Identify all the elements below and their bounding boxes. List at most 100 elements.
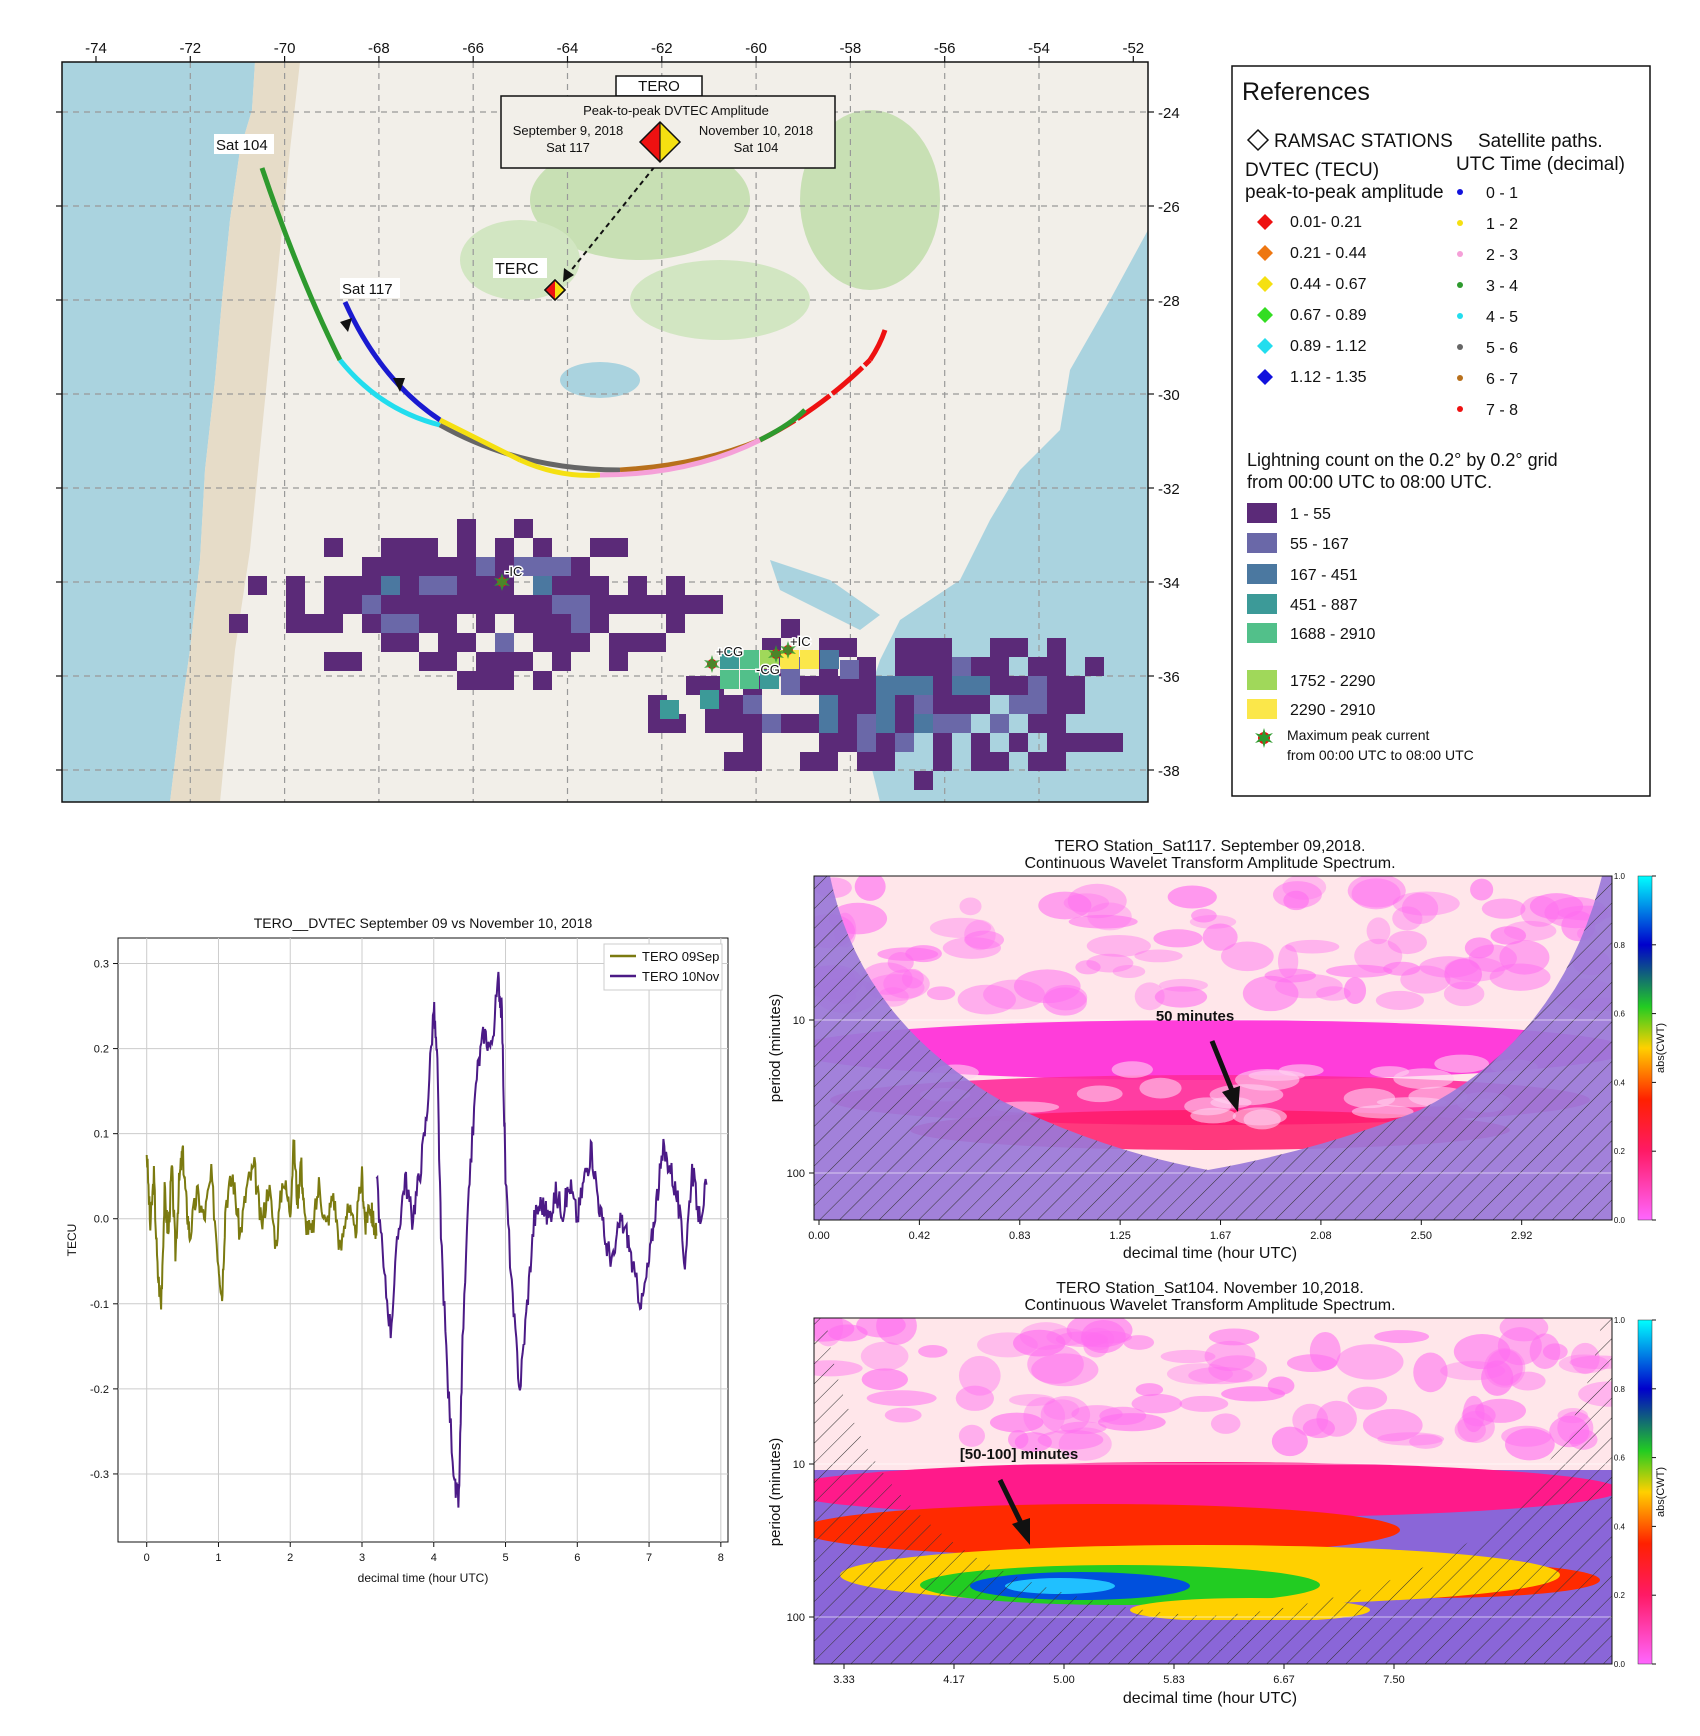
lightning-cell (381, 538, 400, 557)
cwt-blob (1068, 914, 1138, 929)
amplitude-diamond-icon (1257, 276, 1273, 292)
lightning-cell (990, 638, 1009, 657)
cwt-blob (1160, 1349, 1216, 1364)
cwt-blob (1067, 883, 1127, 919)
cwt1-axes: 0.00 0.42 0.83 1.25 1.67 2.08 2.50 2.92 10 100 (787, 1015, 1533, 1242)
cwt-ytick-label: 100 (787, 1168, 805, 1180)
map-top-tick-label: -56 (934, 40, 956, 57)
sat117-path-segment (599, 437, 762, 478)
lightning-cell (857, 733, 876, 752)
lightning-cell (1009, 695, 1028, 714)
lightning-cell (438, 652, 457, 671)
cwt-blob (1484, 1348, 1526, 1388)
cwt1-colorbar-label: abs(CWT) (1655, 1023, 1667, 1073)
lightning-cell (952, 714, 971, 733)
cwt2-subtitle: Continuous Wavelet Transform Amplitude S… (1024, 1297, 1395, 1314)
cwt1-xlabel: decimal time (hour UTC) (1123, 1245, 1297, 1262)
line-chart-ylabel: TECU (65, 1224, 79, 1257)
lightning-cell (990, 752, 1009, 771)
map-pacific-ocean (62, 62, 255, 802)
lightning-cell (1028, 695, 1047, 714)
lightning-cell (914, 638, 933, 657)
lightning-cell (590, 576, 609, 595)
cwt-blob (1154, 986, 1208, 1008)
cwt-blob (1099, 1406, 1147, 1426)
lightning-cell (419, 595, 438, 614)
lightning-cell (628, 576, 647, 595)
cwt-blob (1235, 1069, 1300, 1091)
lightning-cell (400, 633, 419, 652)
line-chart-ytick-label: -0.1 (90, 1299, 109, 1311)
station-terc-marker[interactable] (543, 278, 567, 302)
lightning-cell (762, 714, 781, 733)
cwt-xtick-label: 1.67 (1210, 1230, 1231, 1242)
cwt-blob (1220, 941, 1274, 972)
colorbar-tick-label: 0.0 (1614, 1660, 1626, 1669)
cwt-blob (929, 917, 992, 938)
cwt2-frame (813, 1317, 1613, 1665)
cwt-blob (1271, 1426, 1308, 1457)
inset-left-date: September 9, 2018 (513, 123, 624, 138)
cwt-blob (1443, 981, 1485, 1007)
map-top-tick-label: -54 (1028, 40, 1050, 57)
cwt-blob (1190, 1107, 1237, 1124)
cwt-blob (1520, 895, 1560, 927)
lightning-cell (666, 614, 685, 633)
lightning-cell (248, 576, 267, 595)
lightning-cell (666, 595, 685, 614)
lightning-cell (990, 657, 1009, 676)
cwt-blob (1286, 1354, 1338, 1373)
map-right-tick-label: -34 (1158, 575, 1180, 592)
lightning-cell (571, 557, 590, 576)
map-top-tick-label: -58 (840, 40, 862, 57)
cwt-blob (1013, 1329, 1066, 1357)
lightning-cell (533, 538, 552, 557)
cwt-blob (918, 1344, 948, 1358)
cwt-blob (1393, 1068, 1454, 1089)
colorbar-tick-label: 0.2 (1614, 1591, 1626, 1600)
lightning-swatch (1247, 503, 1277, 523)
lightning-cell (381, 614, 400, 633)
flash-label: -CG (756, 662, 780, 677)
lightning-cell (400, 576, 419, 595)
line-chart-xtick-label: 4 (431, 1552, 437, 1564)
sat117-path-segment (518, 457, 601, 478)
cwt-blob (884, 1407, 922, 1423)
references-title: References (1242, 78, 1370, 106)
map-right-tick-label: -26 (1158, 199, 1180, 216)
lightning-cell (571, 576, 590, 595)
utc-dot-icon (1457, 313, 1463, 319)
line-chart-ytick-label: -0.2 (90, 1384, 109, 1396)
utc-dot-icon (1457, 375, 1463, 381)
colorbar-tick-label: 0.6 (1614, 1010, 1626, 1019)
lightning-cell (552, 595, 571, 614)
lightning-cell (857, 676, 876, 695)
utc-dot-icon (1457, 220, 1463, 226)
utc-dot-icon (1457, 282, 1463, 288)
amplitude-diamond-icon (1257, 214, 1273, 230)
lightning-cell (857, 657, 876, 676)
cwt-blob (1377, 1432, 1445, 1446)
lightning-legend-label: 55 - 167 (1290, 536, 1349, 553)
colorbar-tick-label: 0.8 (1614, 941, 1626, 950)
lightning-cell (819, 752, 838, 771)
cwt-blob (1292, 1403, 1329, 1437)
colorbar-tick-label: 0.2 (1614, 1147, 1626, 1156)
cwt-ytick-label: 10 (793, 1015, 805, 1027)
lightning-cell (1028, 752, 1047, 771)
amplitude-legend-label: 0.44 - 0.67 (1290, 276, 1367, 293)
lightning-swatch (1247, 670, 1277, 690)
lightning-cell (1085, 733, 1104, 752)
cwt-xtick-label: 5.83 (1163, 1674, 1184, 1686)
lightning-cell (819, 714, 838, 733)
cwt-blob (1374, 1330, 1430, 1344)
lightning-swatch (1247, 594, 1277, 614)
utc-legend-label: 0 - 1 (1486, 185, 1518, 202)
station-label: TERC (495, 261, 539, 278)
utc-legend-label: 6 - 7 (1486, 371, 1518, 388)
cwt-blob (1075, 960, 1101, 975)
line-chart-ytick-label: 0.1 (94, 1129, 109, 1141)
cwt-blob (1153, 929, 1203, 948)
cwt-xtick-label: 4.17 (943, 1674, 964, 1686)
lightning-cell (609, 538, 628, 557)
